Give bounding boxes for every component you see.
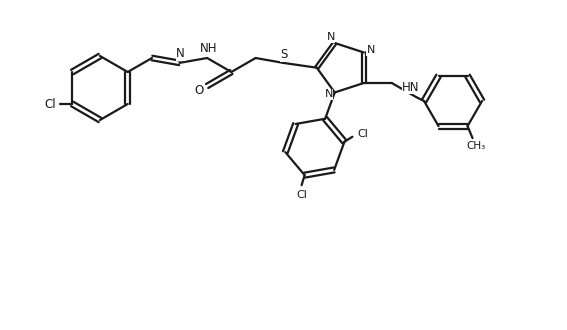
- Text: N: N: [324, 89, 333, 99]
- Text: NH: NH: [200, 43, 218, 55]
- Text: Cl: Cl: [44, 97, 56, 111]
- Text: HN: HN: [403, 81, 420, 93]
- Text: S: S: [281, 49, 288, 61]
- Text: O: O: [194, 83, 204, 96]
- Text: N: N: [176, 48, 185, 60]
- Text: N: N: [367, 46, 375, 55]
- Text: CH₃: CH₃: [466, 141, 485, 151]
- Text: N: N: [327, 32, 335, 42]
- Text: Cl: Cl: [357, 129, 368, 139]
- Text: Cl: Cl: [296, 190, 307, 200]
